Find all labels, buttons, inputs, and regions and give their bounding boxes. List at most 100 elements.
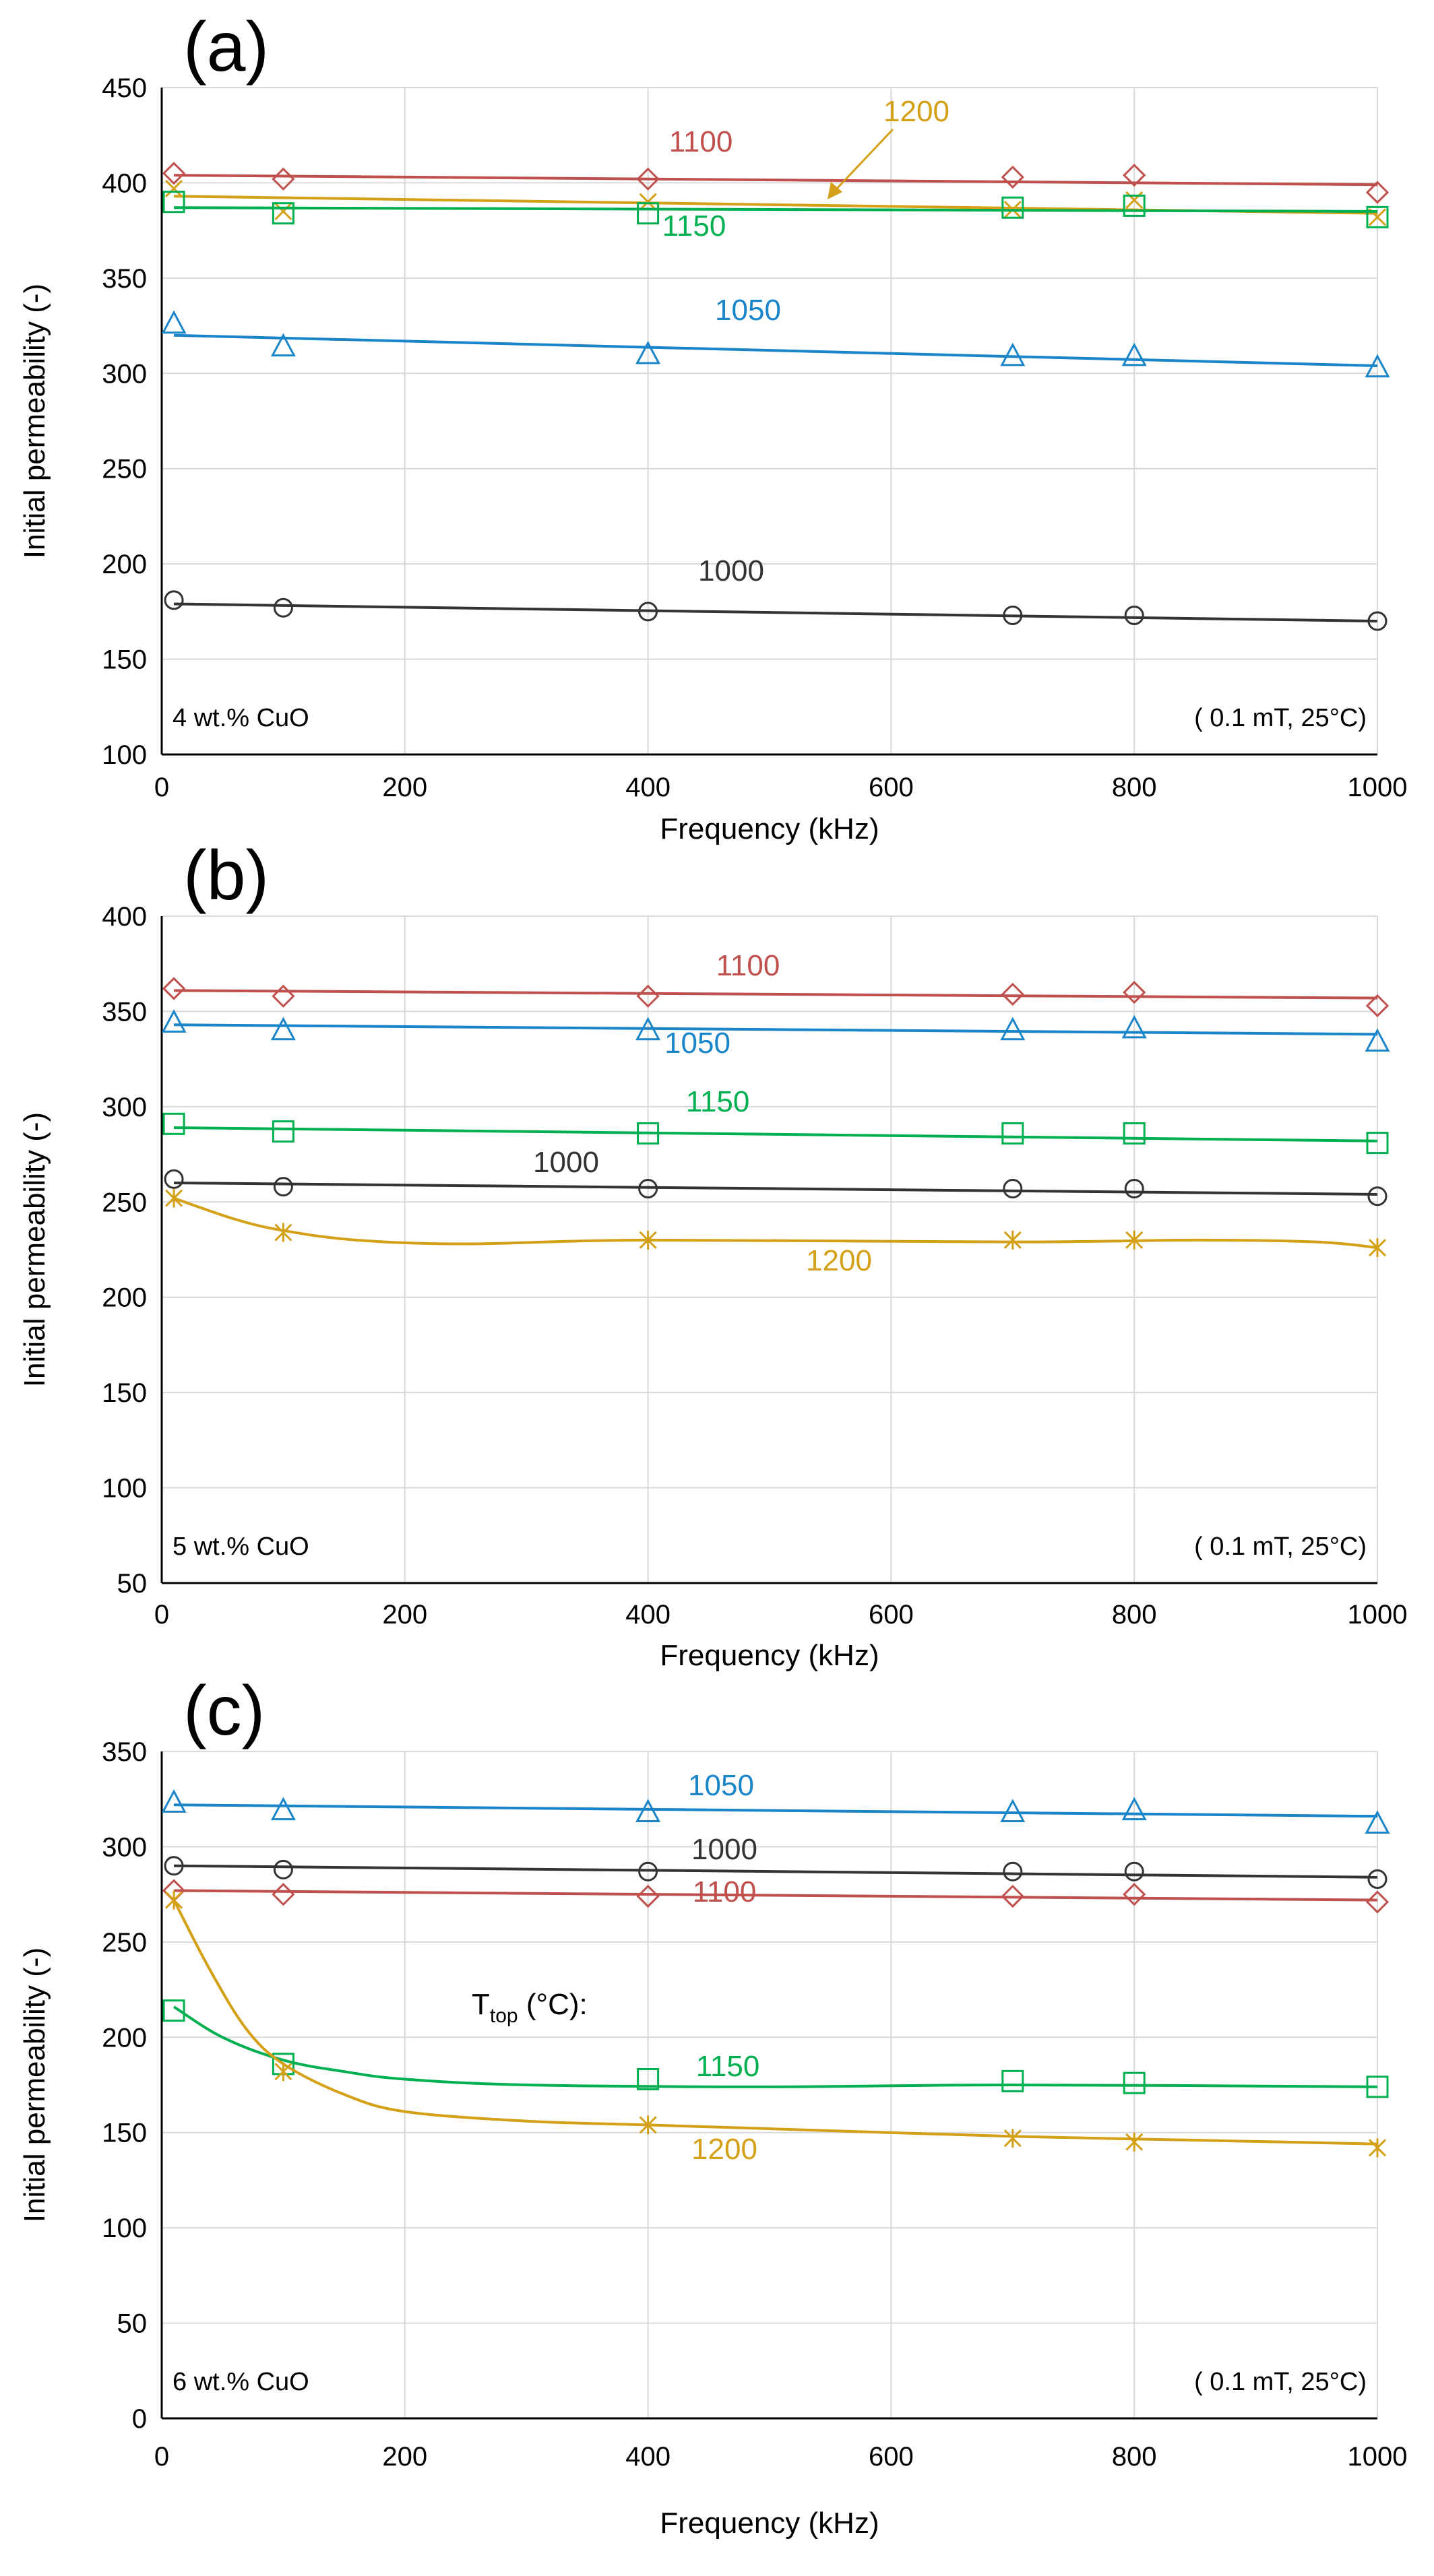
y-axis-label: Initial permeability (-) [18, 1112, 51, 1387]
data-point-1100 [1123, 981, 1146, 1004]
x-tick-label: 200 [382, 1600, 427, 1630]
panel-title: (b) [183, 837, 269, 915]
series-1200: 1200 [164, 1188, 1387, 1277]
x-tick-label: 600 [869, 1600, 914, 1630]
series-label-1200: 1200 [806, 1244, 872, 1277]
y-tick-label: 150 [102, 1378, 147, 1408]
data-point-1200 [639, 1230, 657, 1250]
data-point-1000 [1003, 1861, 1023, 1881]
y-tick-label: 200 [102, 2023, 147, 2053]
y-tick-label: 400 [102, 168, 147, 198]
data-point-1200 [274, 1223, 292, 1242]
x-tick-label: 1000 [1348, 2442, 1408, 2472]
data-point-1000 [1367, 1186, 1388, 1206]
series-label-1050: 1050 [688, 1769, 754, 1802]
data-point-1000 [1003, 1178, 1023, 1198]
x-tick-label: 1000 [1348, 1600, 1408, 1630]
data-point-1100 [1123, 1883, 1146, 1906]
fit-line-1150 [173, 2005, 1378, 2088]
x-tick-label: 400 [625, 773, 671, 802]
y-tick-label: 300 [102, 1093, 147, 1122]
x-tick-label: 400 [625, 1600, 671, 1630]
data-point-1100 [1365, 994, 1390, 1018]
data-point-1200 [274, 2062, 292, 2082]
series-1200: 1200 [164, 1890, 1387, 2166]
data-point-1150 [1366, 2075, 1389, 2098]
data-point-1150 [1366, 1132, 1389, 1155]
x-tick-label: 1000 [1348, 773, 1408, 802]
series-1100: 1100 [162, 125, 1390, 204]
data-point-1050 [635, 1799, 661, 1823]
data-point-1150 [1123, 1122, 1146, 1145]
series-label-1150: 1150 [686, 1085, 750, 1118]
series-1150: 1150 [162, 1085, 1389, 1155]
data-point-1000 [638, 602, 658, 622]
data-point-1200 [1003, 1230, 1022, 1250]
data-point-1200 [1125, 2132, 1144, 2152]
data-point-1050 [1121, 1797, 1147, 1821]
fit-line-1000 [174, 1182, 1378, 1196]
fit-line-1000 [174, 602, 1378, 622]
data-point-1050 [1121, 1015, 1147, 1039]
data-point-1100 [162, 977, 186, 1000]
x-tick-label: 600 [869, 773, 914, 802]
data-point-1000 [273, 1859, 293, 1879]
data-point-1050 [1121, 342, 1147, 366]
fit-line-1200 [173, 1196, 1378, 1250]
y-tick-label: 200 [102, 550, 147, 579]
series-label-1100: 1100 [693, 1875, 757, 1908]
data-point-1000 [1124, 1178, 1144, 1198]
data-point-1000 [1367, 1869, 1388, 1890]
y-tick-label: 450 [102, 73, 147, 103]
x-tick-label: 0 [154, 773, 169, 802]
condition-note: ( 0.1 mT, 25°C) [1194, 2368, 1367, 2396]
panel-title: (a) [183, 8, 269, 86]
annotation-arrow [834, 128, 894, 191]
data-point-1150 [1123, 194, 1146, 217]
data-point-1000 [164, 1169, 184, 1189]
series-label-1050: 1050 [715, 294, 781, 327]
data-point-1000 [164, 1856, 184, 1876]
data-point-1150 [1366, 205, 1389, 228]
fit-line-1100 [174, 174, 1378, 187]
x-tick-label: 800 [1112, 773, 1157, 802]
data-point-1050 [270, 333, 296, 357]
series-1050: 1050 [161, 1769, 1390, 1834]
composition-note: 5 wt.% CuO [173, 1533, 309, 1561]
series-label-1100: 1100 [716, 949, 780, 982]
data-point-1100 [272, 1883, 295, 1906]
fit-line-1000 [174, 1864, 1378, 1879]
data-point-1200 [639, 2115, 657, 2135]
y-tick-label: 150 [102, 2119, 147, 2148]
data-point-1000 [638, 1178, 658, 1198]
fit-line-1100 [174, 1889, 1378, 1902]
data-point-1150 [272, 202, 294, 225]
data-point-1100 [636, 1884, 660, 1908]
series-label-1000: 1000 [533, 1146, 599, 1179]
x-tick-label: 0 [154, 2442, 169, 2472]
data-point-1100 [636, 984, 660, 1008]
x-tick-label: 0 [154, 1600, 169, 1630]
data-point-1050 [1365, 1028, 1390, 1052]
data-point-1000 [1367, 611, 1388, 631]
series-1000: 1000 [164, 554, 1388, 631]
series-1200: 1200 [164, 95, 1387, 226]
data-point-1150 [162, 191, 185, 214]
data-point-1150 [637, 1122, 660, 1145]
x-tick-label: 800 [1112, 2442, 1157, 2472]
fit-line-1050 [174, 1023, 1378, 1036]
data-point-1200 [1125, 1230, 1144, 1250]
y-tick-label: 0 [132, 2404, 147, 2434]
y-tick-label: 250 [102, 1188, 147, 1217]
data-point-1150 [1001, 196, 1024, 219]
y-tick-label: 300 [102, 1832, 147, 1862]
x-tick-label: 800 [1112, 1600, 1157, 1630]
data-point-1150 [1001, 2069, 1024, 2092]
data-point-1100 [272, 167, 295, 191]
data-point-1150 [637, 202, 660, 225]
series-label-1000: 1000 [691, 1833, 757, 1866]
data-point-1150 [272, 1120, 294, 1143]
data-point-1200 [639, 193, 657, 211]
series-label-1100: 1100 [669, 125, 733, 158]
